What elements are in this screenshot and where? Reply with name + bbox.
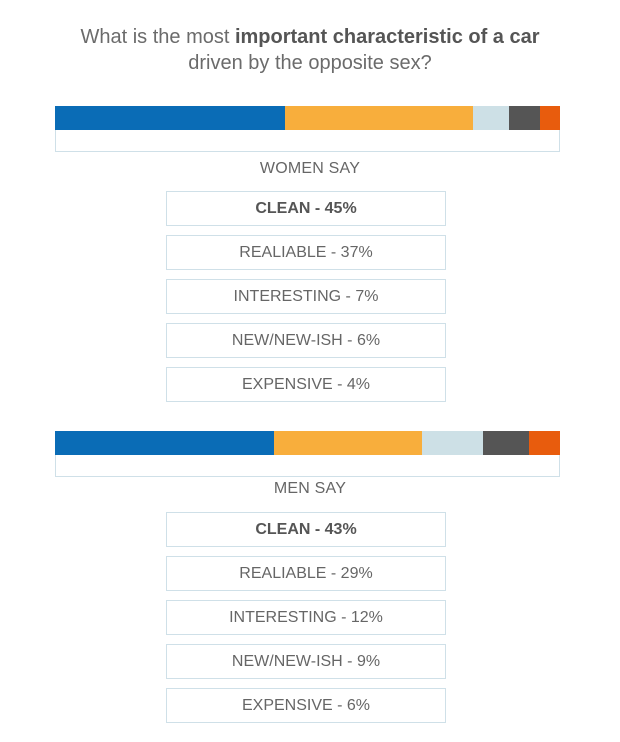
women-bar-group <box>55 106 560 152</box>
men-bar-segment-new-ish <box>483 431 530 455</box>
women-item-clean: CLEAN - 45% <box>166 191 446 226</box>
women-item-new: NEW/NEW-ISH - 6% <box>166 323 446 358</box>
women-stacked-bar <box>55 106 560 130</box>
men-item-realiable: REALIABLE - 29% <box>166 556 446 591</box>
men-stacked-bar <box>55 431 560 455</box>
women-bar-bracket <box>55 130 560 152</box>
women-bar-segment-clean <box>55 106 285 130</box>
women-bar-segment-realiable <box>284 106 474 130</box>
men-bar-segment-realiable <box>274 431 423 455</box>
men-bar-segment-interesting <box>422 431 484 455</box>
women-bar-segment-new-ish <box>508 106 540 130</box>
men-bar-segment-clean <box>55 431 275 455</box>
men-item-clean: CLEAN - 43% <box>166 512 446 547</box>
chart-title: What is the most important characteristi… <box>0 24 620 76</box>
men-bar-segment-expensive <box>529 431 560 455</box>
title-line2: driven by the opposite sex? <box>188 52 432 74</box>
women-bar-segment-expensive <box>539 106 560 130</box>
men-bar-group <box>55 431 560 477</box>
women-say-label: WOMEN SAY <box>259 160 361 177</box>
women-item-interesting: INTERESTING - 7% <box>166 279 446 314</box>
women-bar-segment-interesting <box>473 106 509 130</box>
women-item-realiable: REALIABLE - 37% <box>166 235 446 270</box>
women-item-expensive: EXPENSIVE - 4% <box>166 367 446 402</box>
men-item-interesting: INTERESTING - 12% <box>166 600 446 635</box>
title-bold: important characteristic of a car <box>234 26 540 48</box>
men-item-new: NEW/NEW-ISH - 9% <box>166 644 446 679</box>
men-say-label: MEN SAY <box>273 480 347 497</box>
title-pre: What is the most <box>80 26 235 48</box>
men-bar-bracket <box>55 455 560 477</box>
men-item-expensive: EXPENSIVE - 6% <box>166 688 446 723</box>
